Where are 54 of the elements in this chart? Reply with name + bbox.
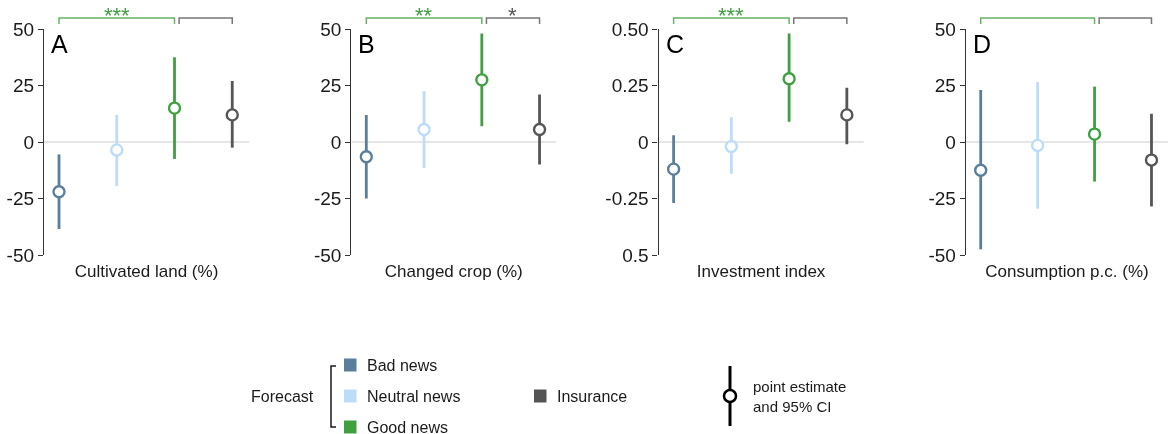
y-tick-label: 25	[12, 75, 35, 97]
y-tick-label: -50	[6, 244, 35, 266]
y-tick-label: -0.25	[605, 188, 649, 210]
y-tick-label: 0.25	[611, 75, 649, 97]
y-tick-label: 0.5	[622, 244, 649, 266]
point	[840, 108, 854, 122]
y-tick-label: -50	[313, 244, 342, 266]
y-tick-label: 50	[320, 18, 342, 40]
y-tick-label: 0	[330, 131, 342, 153]
point	[1030, 138, 1045, 153]
legend-label: Good news	[367, 419, 448, 434]
y-tick-label: 25	[320, 75, 342, 97]
x-axis-title: Consumption p.c. (%)	[985, 262, 1149, 282]
point	[52, 185, 66, 199]
point	[532, 122, 547, 137]
text: *	[508, 3, 517, 28]
y-tick-label: 25	[934, 75, 956, 97]
y-tick-label: 50	[12, 18, 35, 40]
text: ***	[718, 3, 745, 28]
point	[782, 72, 796, 86]
y-tick-label: 0	[23, 131, 35, 153]
y-tick-label: 50	[934, 18, 956, 40]
legend-title: Forecast	[251, 388, 314, 405]
y-tick-label: -25	[928, 188, 956, 210]
y-tick-label: -25	[313, 188, 342, 210]
point	[666, 162, 681, 176]
legend-label: Insurance	[557, 388, 628, 405]
chart-title: A	[51, 30, 68, 58]
point	[167, 101, 182, 115]
y-tick-label: -25	[6, 188, 35, 210]
y-tick-label: 0	[638, 131, 649, 153]
y-tick-label: -50	[928, 244, 956, 266]
text: point estimate and 95% CI	[753, 378, 847, 415]
point	[1144, 153, 1159, 167]
y-tick-label: 0.50	[611, 18, 649, 40]
legend-label: Bad news	[367, 357, 438, 374]
point	[225, 108, 239, 122]
point	[724, 139, 739, 154]
point	[417, 122, 431, 137]
point	[359, 149, 374, 164]
chart-title: C	[666, 30, 685, 58]
chart-title: B	[358, 30, 375, 58]
text: **	[415, 3, 433, 28]
point	[110, 143, 124, 157]
legend-label: Neutral news	[367, 388, 461, 405]
point	[974, 163, 988, 177]
point	[1087, 127, 1102, 141]
x-axis-title: Cultivated land (%)	[74, 262, 219, 282]
point	[475, 73, 489, 87]
text: ***	[104, 3, 131, 28]
x-axis-title: Changed crop (%)	[384, 262, 523, 282]
chart-title: D	[973, 30, 992, 58]
y-tick-label: 0	[945, 131, 956, 153]
x-axis-title: Investment index	[696, 262, 826, 282]
